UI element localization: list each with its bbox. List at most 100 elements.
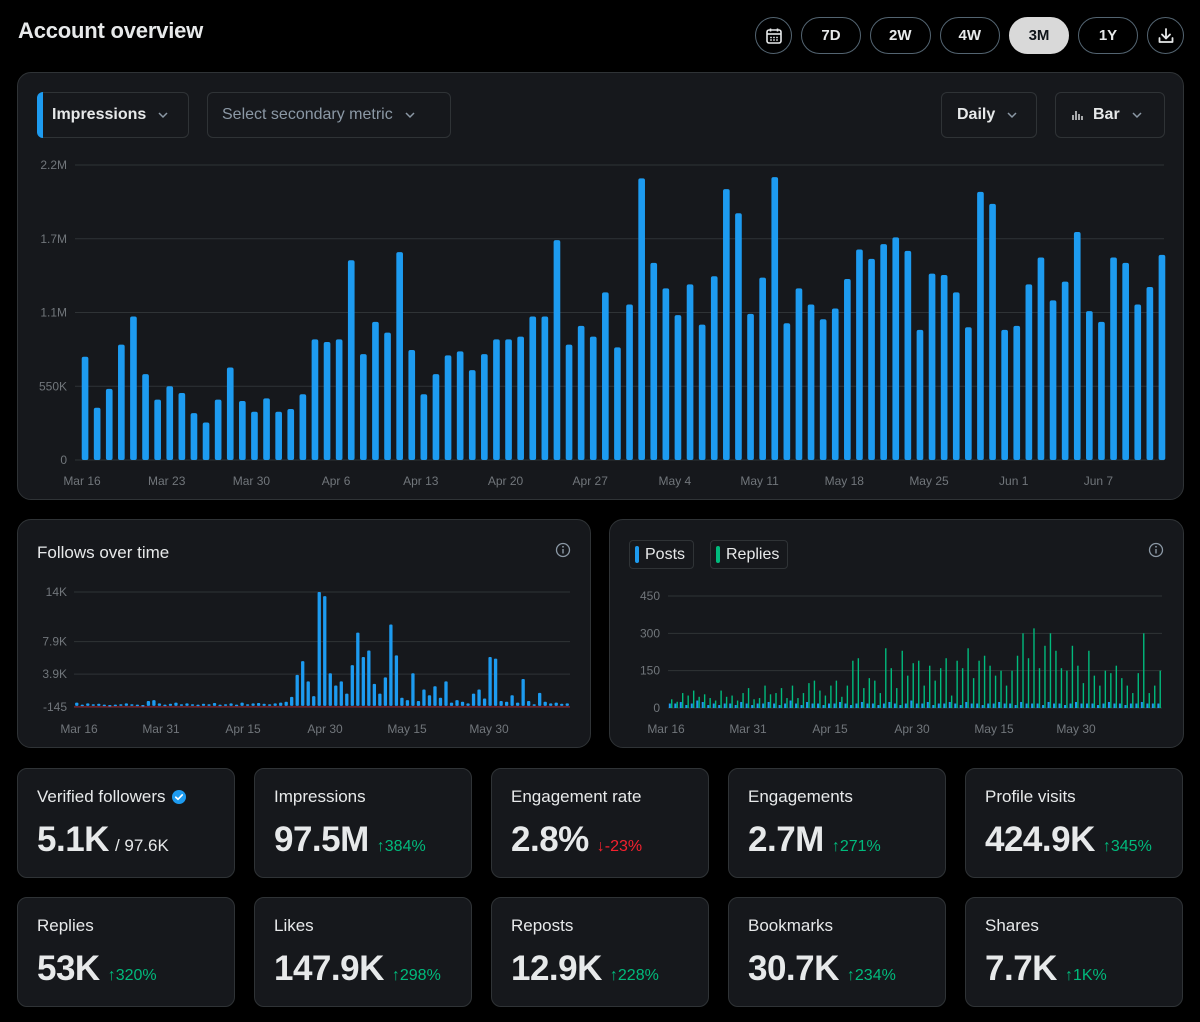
range-1y-button[interactable]: 1Y — [1078, 17, 1138, 54]
posts-bar — [668, 703, 671, 708]
replies-bar — [874, 680, 876, 708]
replies-bar — [1121, 678, 1123, 708]
primary-metric-dropdown[interactable]: Impressions — [37, 92, 189, 138]
follows-bar — [394, 655, 399, 706]
arrow-up-icon: ↑ — [391, 967, 400, 984]
stat-delta: ↑228% — [610, 967, 659, 985]
download-icon — [1158, 27, 1173, 43]
stat-delta-text: 384% — [384, 838, 426, 855]
arrow-down-icon: ↓ — [596, 838, 605, 855]
follows-bar — [405, 700, 410, 706]
impressions-bar — [819, 319, 827, 460]
posts-bar — [1031, 703, 1034, 708]
x-tick-label: Mar 31 — [142, 722, 180, 736]
x-tick-label: Apr 6 — [322, 474, 351, 488]
posts-bar — [1140, 702, 1143, 708]
posts-replies-bar-chart: 450 300 150 0 Mar 16 Mar 31 Apr 15 Apr 30 May 15… — [640, 589, 1162, 736]
x-tick-label: Mar 31 — [729, 722, 767, 736]
follows-bar — [223, 704, 228, 706]
range-4w-button[interactable]: 4W — [939, 17, 1000, 54]
info-icon[interactable] — [1148, 542, 1164, 558]
impressions-bar — [118, 344, 125, 460]
calendar-button[interactable] — [755, 17, 792, 54]
follows-bar — [521, 678, 525, 706]
impressions-bar — [93, 407, 101, 460]
replies-bar — [983, 655, 986, 708]
posts-bar — [756, 703, 759, 708]
follows-bar — [350, 665, 354, 706]
follows-bar — [444, 681, 448, 706]
impressions-bar — [372, 321, 379, 460]
range-2w-button[interactable]: 2W — [870, 17, 931, 54]
posts-bar — [1014, 705, 1017, 708]
stat-value: 97.5M ↑384% — [274, 820, 426, 860]
legend-posts[interactable]: Posts — [629, 540, 695, 569]
posts-bar — [712, 703, 715, 708]
replies-bar — [736, 700, 739, 708]
posts-bar — [718, 705, 721, 708]
impressions-bar — [1110, 257, 1117, 460]
chart-type-dropdown[interactable]: Bar — [1055, 92, 1165, 138]
replies-bar — [1027, 658, 1030, 708]
posts-bar — [1058, 703, 1061, 708]
posts-bar — [784, 703, 787, 708]
legend-replies[interactable]: Replies — [710, 540, 789, 569]
impressions-bar — [916, 329, 924, 460]
posts-bar — [811, 703, 814, 708]
secondary-metric-dropdown[interactable]: Select secondary metric — [207, 92, 451, 138]
posts-bar — [674, 703, 677, 708]
impressions-bar — [214, 399, 222, 460]
x-tick-label: May 4 — [659, 474, 692, 488]
download-button[interactable] — [1147, 17, 1184, 54]
impressions-bar — [1001, 329, 1008, 460]
x-tick-label: Mar 30 — [233, 474, 271, 488]
replies-bar — [791, 685, 794, 708]
impressions-bar — [795, 288, 803, 460]
interval-dropdown[interactable]: Daily — [941, 92, 1037, 138]
posts-bar — [734, 705, 737, 708]
x-tick-label: Apr 30 — [307, 722, 343, 736]
stat-total: / 97.6K — [114, 836, 169, 855]
stat-label: Profile visits — [985, 787, 1076, 807]
replies-bar — [714, 700, 717, 708]
follows-bar — [532, 704, 536, 706]
follows-bar — [411, 673, 415, 706]
replies-bar — [1044, 645, 1046, 708]
stat-label: Engagement rate — [511, 787, 641, 807]
stat-label: Likes — [274, 916, 314, 936]
stat-delta: ↑320% — [108, 967, 157, 985]
impressions-bar — [444, 355, 452, 460]
info-icon[interactable] — [555, 542, 571, 558]
impressions-bar — [650, 262, 658, 460]
follows-bar — [251, 703, 255, 706]
stat-value-text: 7.7K — [985, 949, 1057, 988]
follows-bar — [339, 681, 343, 706]
stat-value: 147.9K ↑298% — [274, 949, 441, 989]
replies-bar — [671, 699, 673, 708]
follows-bar — [383, 677, 388, 706]
follows-bar — [290, 696, 294, 706]
posts-bar — [1085, 703, 1088, 708]
stat-value-text: 2.7M — [748, 820, 824, 859]
stat-value-text: 97.5M — [274, 820, 369, 859]
posts-bar — [954, 703, 957, 708]
follows-bar — [157, 703, 162, 706]
follows-bar — [427, 695, 432, 706]
posts-bar — [1053, 703, 1056, 708]
follows-bar — [212, 702, 217, 706]
stat-value-text: 12.9K — [511, 949, 602, 988]
impressions-bar — [311, 339, 319, 460]
follows-bar — [372, 683, 377, 706]
posts-swatch — [635, 546, 639, 563]
stat-delta-text: -23% — [604, 838, 643, 855]
stat-delta-text: 1K% — [1072, 967, 1107, 984]
replies-bar — [868, 678, 871, 708]
impressions-bar — [626, 304, 633, 460]
range-3m-button[interactable]: 3M — [1009, 17, 1069, 54]
posts-bar — [860, 702, 863, 708]
x-tick-label: Apr 15 — [225, 722, 261, 736]
x-tick-label: Mar 16 — [647, 722, 685, 736]
replies-bar — [896, 688, 898, 708]
replies-bar — [967, 648, 969, 708]
range-7d-button[interactable]: 7D — [801, 17, 861, 54]
